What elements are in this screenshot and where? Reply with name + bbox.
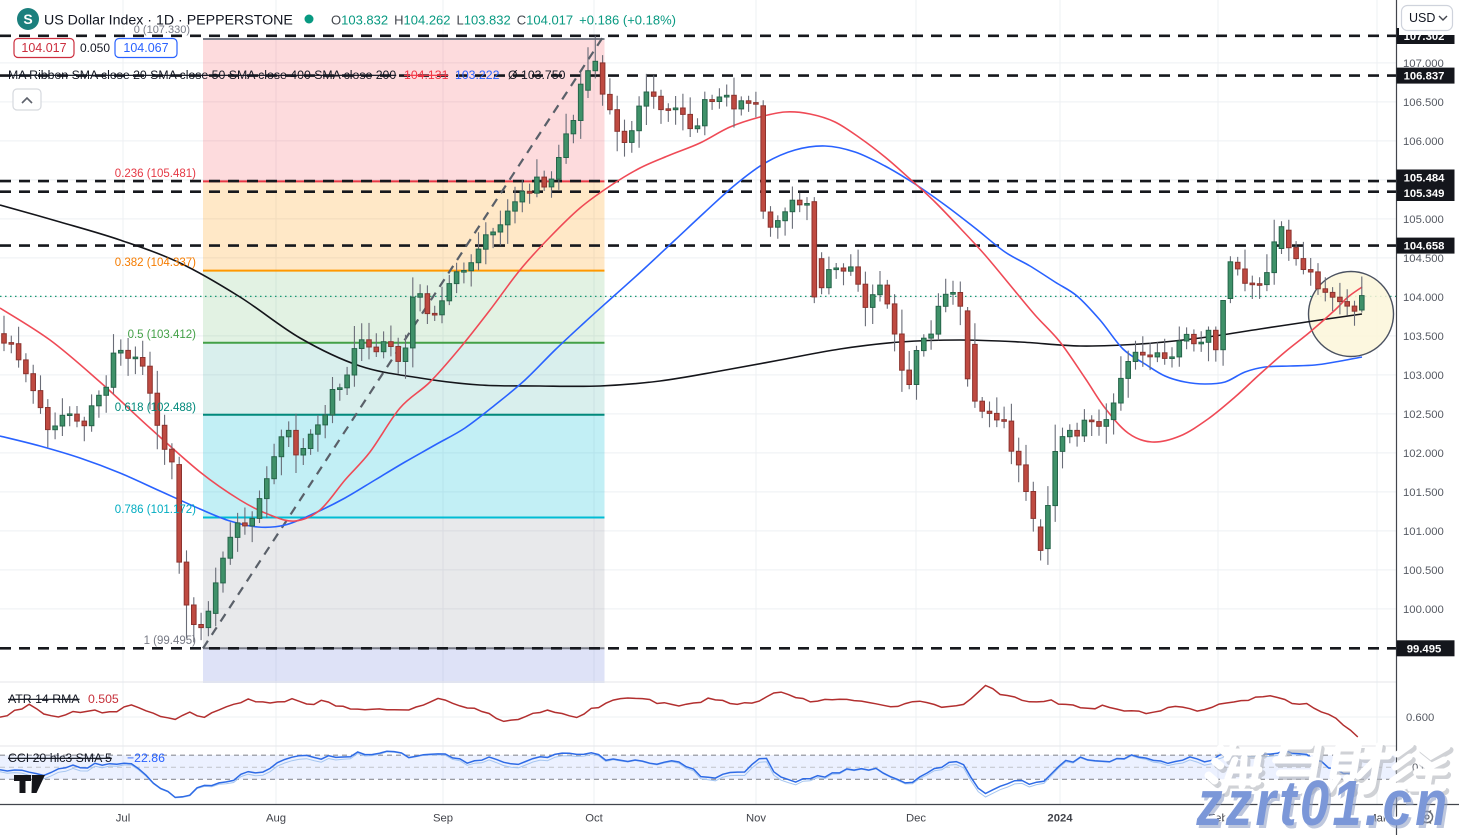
svg-text:0.618 (102.488): 0.618 (102.488) (115, 402, 196, 414)
svg-text:−22.86: −22.86 (127, 751, 165, 765)
svg-text:100.000: 100.000 (1403, 604, 1444, 616)
svg-text:107.000: 107.000 (1403, 58, 1444, 70)
svg-text:0.505: 0.505 (88, 692, 119, 706)
svg-text:Mar: Mar (1367, 813, 1387, 825)
svg-text:106.837: 106.837 (1404, 71, 1445, 83)
svg-text:2024: 2024 (1047, 813, 1073, 825)
svg-text:103.000: 103.000 (1403, 370, 1444, 382)
svg-text:ATR 14 RMA: ATR 14 RMA (8, 692, 80, 706)
svg-text:105.000: 105.000 (1403, 214, 1444, 226)
svg-text:0.5 (103.412): 0.5 (103.412) (128, 329, 197, 341)
svg-text:zzrt01.cn: zzrt01.cn (1195, 768, 1450, 835)
svg-text:Ø 103.750: Ø 103.750 (508, 68, 566, 82)
svg-text:105.349: 105.349 (1404, 188, 1445, 200)
svg-text:100.500: 100.500 (1403, 565, 1444, 577)
svg-text:104.500: 104.500 (1403, 253, 1444, 265)
svg-text:Jul: Jul (116, 813, 130, 825)
svg-text:104.067: 104.067 (123, 41, 168, 55)
svg-text:0.382 (104.337): 0.382 (104.337) (115, 257, 196, 269)
svg-text:102.500: 102.500 (1403, 409, 1444, 421)
svg-text:MA Ribbon SMA close 20 SMA clo: MA Ribbon SMA close 20 SMA close 50 SMA … (8, 68, 396, 82)
svg-text:CCI 20 hlc3 SMA 5: CCI 20 hlc3 SMA 5 (8, 751, 112, 765)
svg-text:104.658: 104.658 (1404, 241, 1445, 253)
svg-text:0.600: 0.600 (1406, 712, 1434, 724)
svg-text:105.484: 105.484 (1404, 173, 1446, 185)
svg-text:99.495: 99.495 (1407, 643, 1442, 655)
svg-text:104.000: 104.000 (1403, 292, 1444, 304)
svg-text:0.236 (105.481): 0.236 (105.481) (115, 168, 196, 180)
svg-text:US Dollar Index · 1D · PEPPERS: US Dollar Index · 1D · PEPPERSTONE (44, 13, 293, 29)
svg-text:1 (99.495): 1 (99.495) (144, 635, 197, 647)
svg-text:Aug: Aug (266, 813, 286, 825)
svg-text:zzrt01.cn: zzrt01.cn (1198, 771, 1453, 835)
svg-text:102.000: 102.000 (1403, 448, 1444, 460)
svg-text:Dec: Dec (906, 813, 926, 825)
svg-text:zzrt01.cn: zzrt01.cn (1194, 766, 1449, 835)
svg-text:Feb: Feb (1208, 813, 1227, 825)
svg-text:Oct: Oct (585, 813, 603, 825)
svg-text:104.131: 104.131 (404, 68, 449, 82)
svg-text:106.500: 106.500 (1403, 97, 1444, 109)
svg-text:Nov: Nov (746, 813, 766, 825)
svg-text:101.500: 101.500 (1403, 487, 1444, 499)
svg-text:103.222: 103.222 (455, 68, 500, 82)
svg-text:USD: USD (1409, 11, 1435, 25)
svg-text:0 (107.330): 0 (107.330) (134, 24, 190, 36)
svg-text:Sep: Sep (433, 813, 453, 825)
svg-text:103.500: 103.500 (1403, 331, 1444, 343)
svg-text:0.050: 0.050 (80, 41, 110, 55)
svg-text:101.000: 101.000 (1403, 526, 1444, 538)
svg-text:106.000: 106.000 (1403, 136, 1444, 148)
svg-text:104.017: 104.017 (21, 41, 66, 55)
svg-text:S: S (23, 11, 32, 27)
svg-text:0.786 (101.172): 0.786 (101.172) (115, 504, 196, 516)
